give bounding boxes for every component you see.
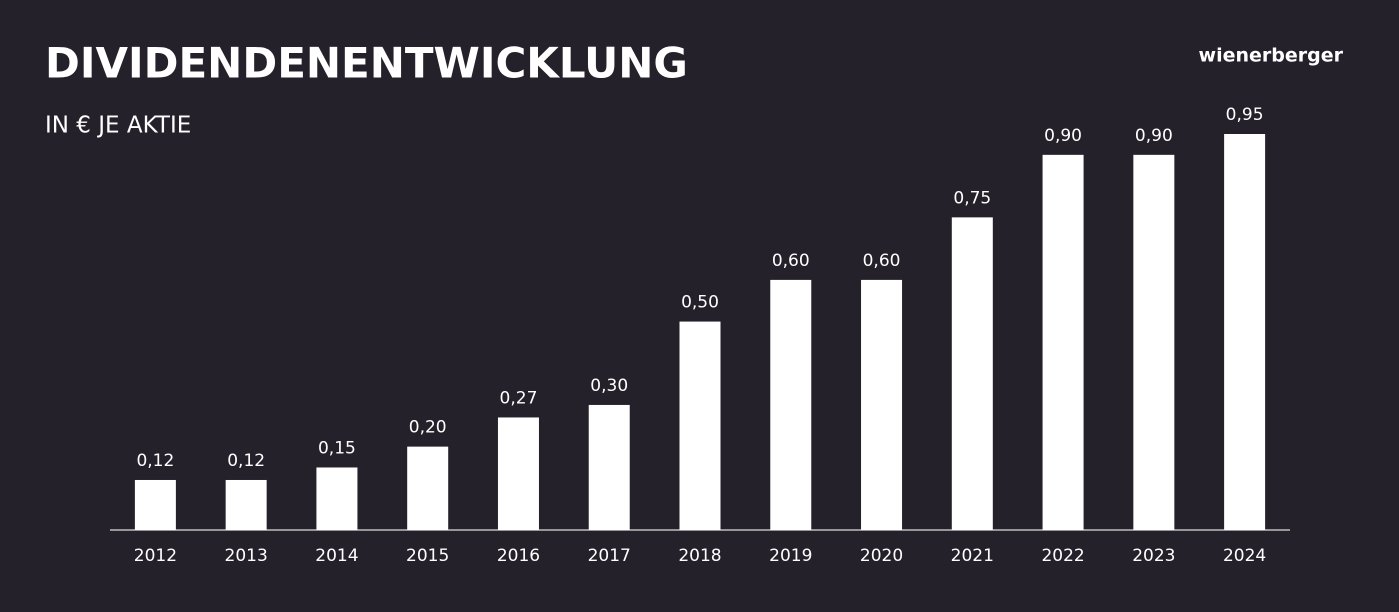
bar <box>1042 154 1084 530</box>
x-tick-label: 2021 <box>951 546 994 566</box>
x-tick-label: 2018 <box>678 546 721 566</box>
value-label: 0,90 <box>1135 126 1173 146</box>
value-label: 0,27 <box>500 388 538 408</box>
bar <box>588 404 630 530</box>
value-label: 0,95 <box>1226 105 1264 125</box>
x-tick-label: 2017 <box>588 546 631 566</box>
bar <box>951 217 993 531</box>
bar <box>407 446 449 530</box>
brand-logo: wienerberger <box>1199 45 1344 67</box>
bar <box>1224 134 1266 530</box>
value-label: 0,60 <box>772 251 810 271</box>
x-tick-label: 2019 <box>769 546 812 566</box>
x-tick-label: 2022 <box>1041 546 1084 566</box>
value-label: 0,90 <box>1044 126 1082 146</box>
value-label: 0,60 <box>863 251 901 271</box>
bar <box>1133 154 1175 530</box>
x-tick-label: 2014 <box>315 546 358 566</box>
bar <box>316 467 358 530</box>
value-label: 0,20 <box>409 418 447 438</box>
value-label: 0,12 <box>136 451 174 471</box>
value-label: 0,75 <box>953 188 991 208</box>
x-tick-label: 2023 <box>1132 546 1175 566</box>
value-label: 0,15 <box>318 438 356 458</box>
chart-subtitle: IN € JE AKTIE <box>45 113 191 139</box>
bar <box>225 479 267 530</box>
x-tick-label: 2016 <box>497 546 540 566</box>
x-tick-label: 2020 <box>860 546 903 566</box>
value-label: 0,30 <box>590 376 628 396</box>
chart-title: DIVIDENDENENTWICKLUNG <box>45 39 688 88</box>
x-tick-label: 2024 <box>1223 546 1266 566</box>
bar <box>134 479 176 530</box>
bar <box>861 279 903 530</box>
x-tick-label: 2012 <box>134 546 177 566</box>
x-tick-label: 2015 <box>406 546 449 566</box>
bar <box>497 417 539 530</box>
value-label: 0,12 <box>227 451 265 471</box>
x-tick-label: 2013 <box>225 546 268 566</box>
bar <box>679 321 721 530</box>
value-label: 0,50 <box>681 293 719 313</box>
bar <box>770 279 812 530</box>
